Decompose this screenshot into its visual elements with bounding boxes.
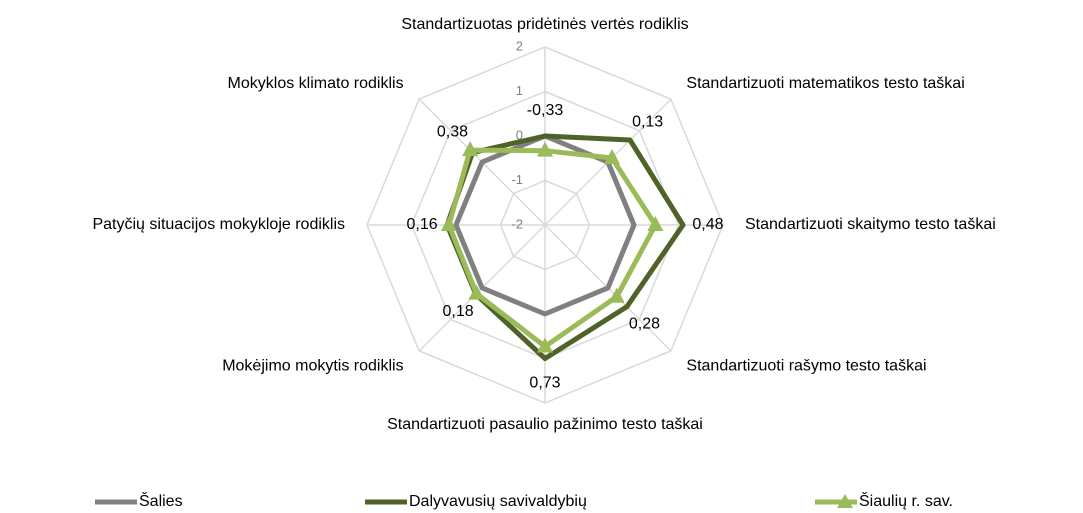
legend-label: Dalyvavusių savivaldybių	[409, 493, 587, 510]
value-label: 0,16	[407, 216, 438, 233]
category-label: Standartizuoti skaitymo testo taškai	[745, 216, 996, 233]
value-label: 0,28	[629, 316, 660, 333]
series-marker	[440, 216, 457, 231]
tick-label: 1	[516, 83, 523, 98]
value-label: 0,38	[437, 124, 468, 141]
category-label: Patyčių situacijos mokykloje rodiklis	[92, 216, 345, 233]
legend-marker	[837, 494, 853, 508]
series-marker	[462, 141, 479, 157]
series-marker	[468, 284, 485, 300]
category-label: Mokėjimo mokytis rodiklis	[222, 358, 403, 375]
category-label: Standartizuotas pridėtinės vertės rodikl…	[401, 16, 688, 33]
category-label: Standartizuoti matematikos testo taškai	[686, 75, 964, 92]
series-line	[453, 133, 637, 317]
category-label: Mokyklos klimato rodiklis	[228, 75, 404, 92]
value-label: -0,33	[527, 102, 564, 119]
series-marker	[537, 141, 553, 157]
series-marker	[647, 216, 664, 231]
series-marker	[604, 148, 621, 164]
legend-label: Šiaulių r. sav.	[859, 491, 953, 510]
series-marker	[608, 287, 625, 303]
legend-label: Šalies	[139, 491, 183, 510]
tick-label: -1	[511, 172, 523, 187]
tick-label: 2	[516, 38, 523, 53]
value-label: 0,18	[443, 303, 474, 320]
category-label: Standartizuoti pasaulio pažinimo testo t…	[387, 416, 703, 433]
value-label: 0,73	[529, 375, 560, 392]
tick-label: -2	[511, 216, 523, 231]
tick-label: 0	[516, 127, 523, 142]
series-marker	[537, 337, 553, 353]
category-label: Standartizuoti rašymo testo taškai	[686, 358, 926, 375]
value-label: 0,48	[692, 216, 723, 233]
value-label: 0,13	[632, 114, 663, 131]
